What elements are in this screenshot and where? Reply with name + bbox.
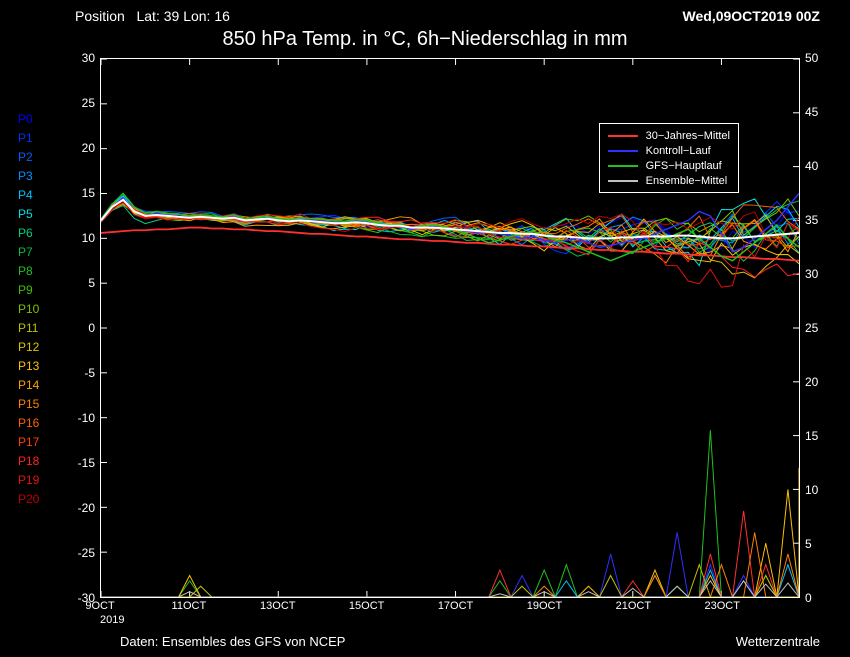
y-axis-right: 50454035302520151050 <box>805 58 835 598</box>
y-axis-left: 302520151050-5-10-15-20-25-30 <box>60 58 95 598</box>
legend: 30−Jahres−MittelKontroll−LaufGFS−Hauptla… <box>599 123 739 193</box>
header-position: Position Lat: 39 Lon: 16 <box>75 8 230 24</box>
header-date: Wed,09OCT2019 00Z <box>683 8 820 24</box>
chart-title: 850 hPa Temp. in °C, 6h−Niederschlag in … <box>0 28 850 51</box>
footer-source: Daten: Ensembles des GFS von NCEP <box>120 634 345 649</box>
footer-brand: Wetterzentrale <box>736 634 820 649</box>
ensemble-member-list: P0P1P2P3P4P5P6P7P8P9P10P11P12P13P14P15P1… <box>18 110 39 509</box>
x-axis: 9OCT11OCT13OCT15OCT17OCT19OCT21OCT23OCT <box>100 600 800 630</box>
x-axis-year: 2019 <box>100 614 124 626</box>
plot-area: 30−Jahres−MittelKontroll−LaufGFS−Hauptla… <box>100 58 800 598</box>
